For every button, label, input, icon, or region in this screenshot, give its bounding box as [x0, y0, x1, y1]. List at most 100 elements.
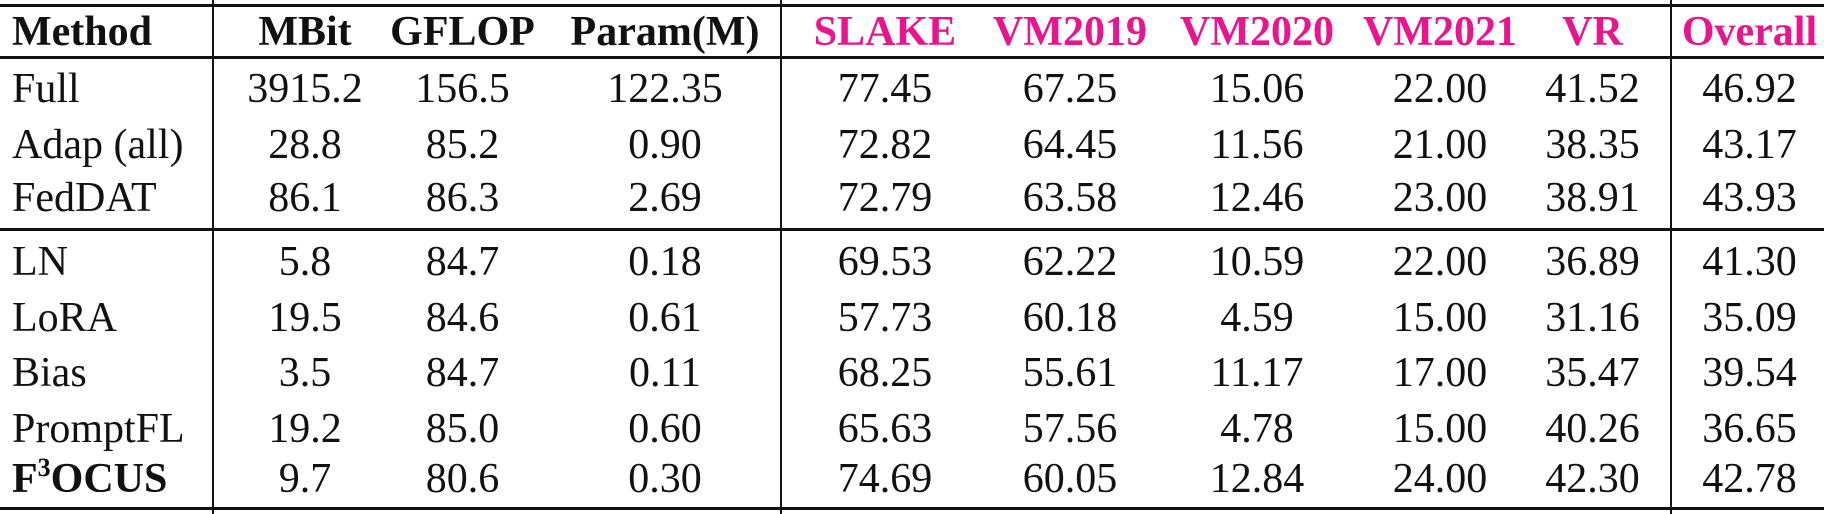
cell-overall: 43.93 — [1702, 175, 1797, 221]
cell-vm2019: 67.25 — [1022, 66, 1118, 112]
cell-gflop: 85.2 — [425, 122, 500, 168]
cell-vm2019: 63.58 — [1022, 175, 1118, 221]
cell-mbit: 28.8 — [268, 122, 342, 168]
divider-overall — [1670, 0, 1672, 514]
cell-vr: 38.91 — [1545, 175, 1640, 221]
cell-vm2020: 11.56 — [1210, 122, 1304, 168]
method-name-rest: OCUS — [50, 456, 168, 502]
cell-param: 0.30 — [628, 456, 702, 502]
cell-gflop: 84.7 — [425, 239, 500, 285]
cell-vr: 41.52 — [1545, 66, 1640, 112]
cell-gflop: 85.0 — [425, 406, 500, 452]
cell-slake: 72.79 — [837, 175, 933, 221]
cell-vr: 31.16 — [1545, 295, 1640, 341]
cell-param: 0.90 — [628, 122, 702, 168]
cell-vm2019: 64.45 — [1022, 122, 1118, 168]
cell-vm2020: 15.06 — [1209, 66, 1305, 112]
cell-vm2019: 62.22 — [1022, 239, 1118, 285]
cell-vr: 35.47 — [1545, 350, 1640, 396]
cell-vr: 42.30 — [1545, 456, 1640, 502]
cell-overall: 36.65 — [1702, 406, 1797, 452]
cell-method: Bias — [12, 350, 87, 396]
cell-vm2019: 60.18 — [1022, 295, 1118, 341]
cell-param: 0.18 — [628, 239, 702, 285]
cell-param: 2.69 — [628, 175, 702, 221]
header-vr: VR — [1562, 9, 1623, 55]
cell-mbit: 19.2 — [268, 406, 342, 452]
cell-slake: 57.73 — [837, 295, 933, 341]
cell-vr: 38.35 — [1545, 122, 1640, 168]
cell-vm2020: 12.84 — [1209, 456, 1305, 502]
cell-vm2020: 11.17 — [1210, 350, 1304, 396]
header-method: Method — [12, 9, 152, 55]
top-rule — [0, 4, 1824, 7]
cell-method: PromptFL — [12, 406, 185, 452]
divider-cost — [780, 0, 782, 514]
cell-vm2021: 21.00 — [1392, 122, 1488, 168]
cell-vm2021: 22.00 — [1392, 239, 1488, 285]
cell-param: 122.35 — [607, 66, 723, 112]
cell-method: LN — [12, 239, 68, 285]
cell-vm2020: 12.46 — [1209, 175, 1305, 221]
cell-vm2021: 15.00 — [1392, 295, 1488, 341]
cell-method: F3OCUS — [12, 451, 207, 507]
header-vm2019: VM2019 — [993, 9, 1147, 55]
cell-mbit: 3915.2 — [247, 66, 363, 112]
cell-mbit: 9.7 — [278, 456, 332, 502]
group-rule — [0, 228, 1824, 231]
cell-mbit: 86.1 — [268, 175, 342, 221]
cell-vm2020: 10.59 — [1209, 239, 1305, 285]
cell-vm2021: 15.00 — [1392, 406, 1488, 452]
cell-vm2021: 24.00 — [1392, 456, 1488, 502]
cell-slake: 77.45 — [837, 66, 933, 112]
header-overall: Overall — [1681, 9, 1818, 55]
cell-gflop: 84.7 — [425, 350, 500, 396]
cell-param: 0.61 — [628, 295, 702, 341]
cell-overall: 35.09 — [1702, 295, 1797, 341]
header-mbit: MBit — [258, 9, 352, 55]
cell-vm2021: 22.00 — [1392, 66, 1488, 112]
cell-slake: 69.53 — [837, 239, 933, 285]
cell-method: Full — [12, 66, 80, 112]
header-gflop: GFLOP — [390, 9, 535, 55]
cell-vm2019: 60.05 — [1022, 456, 1118, 502]
cell-vm2021: 17.00 — [1392, 350, 1488, 396]
cell-slake: 65.63 — [837, 406, 933, 452]
header-vm2020: VM2020 — [1180, 9, 1334, 55]
method-name-superscript: 3 — [37, 453, 51, 482]
cell-gflop: 80.6 — [425, 456, 500, 502]
cell-gflop: 156.5 — [415, 66, 510, 112]
cell-vm2020: 4.78 — [1220, 406, 1294, 452]
cell-overall: 41.30 — [1702, 239, 1797, 285]
cell-gflop: 86.3 — [425, 175, 500, 221]
cell-param: 0.60 — [628, 406, 702, 452]
cell-method: FedDAT — [12, 175, 157, 221]
cell-param: 0.11 — [629, 350, 701, 396]
cell-slake: 68.25 — [837, 350, 933, 396]
cell-overall: 43.17 — [1702, 122, 1797, 168]
cell-vm2021: 23.00 — [1392, 175, 1488, 221]
cell-overall: 42.78 — [1702, 456, 1797, 502]
cell-method: LoRA — [12, 295, 117, 341]
cell-vm2019: 55.61 — [1022, 350, 1118, 396]
cell-overall: 46.92 — [1702, 66, 1797, 112]
cell-mbit: 19.5 — [268, 295, 342, 341]
cell-vm2019: 57.56 — [1022, 406, 1118, 452]
cell-vr: 36.89 — [1545, 239, 1640, 285]
bottom-rule — [0, 507, 1824, 510]
cell-vr: 40.26 — [1545, 406, 1640, 452]
cell-slake: 74.69 — [837, 456, 933, 502]
divider-method — [212, 0, 214, 514]
cell-vm2020: 4.59 — [1220, 295, 1294, 341]
cell-overall: 39.54 — [1702, 350, 1797, 396]
cell-mbit: 5.8 — [278, 239, 332, 285]
header-vm2021: VM2021 — [1363, 9, 1517, 55]
method-name-base: F — [12, 456, 38, 502]
cell-gflop: 84.6 — [425, 295, 500, 341]
header-param: Param(M) — [570, 9, 760, 55]
cell-slake: 72.82 — [837, 122, 933, 168]
header-rule — [0, 56, 1824, 59]
header-slake: SLAKE — [813, 9, 957, 55]
cell-mbit: 3.5 — [278, 350, 332, 396]
